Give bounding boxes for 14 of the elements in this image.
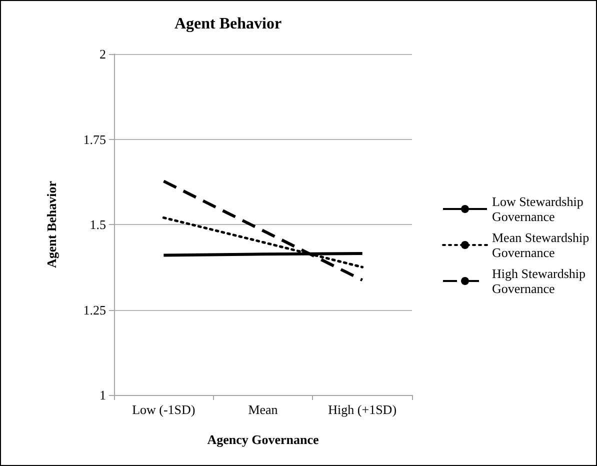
x-tick-label: Low (-1SD) [132,402,196,417]
y-tick-label: 1 [100,388,106,402]
y-tick-label: 1.75 [83,132,106,147]
y-tick-label: 1.5 [90,217,106,232]
legend-label: Low Stewardship Governance [492,194,584,224]
y-tick-label: 2 [100,46,106,62]
x-tick-label: High (+1SD) [328,402,397,417]
y-axis-title: Agent Behavior [44,180,59,268]
y-tick-label: 1.25 [83,302,106,318]
legend-label: Mean Stewardship Governance [492,230,590,260]
x-tick-label: Mean [248,402,278,417]
legend-label: High Stewardship Governance [492,266,586,296]
x-axis-title: Agency Governance [207,432,320,447]
chart-title: Agent Behavior [174,16,282,32]
